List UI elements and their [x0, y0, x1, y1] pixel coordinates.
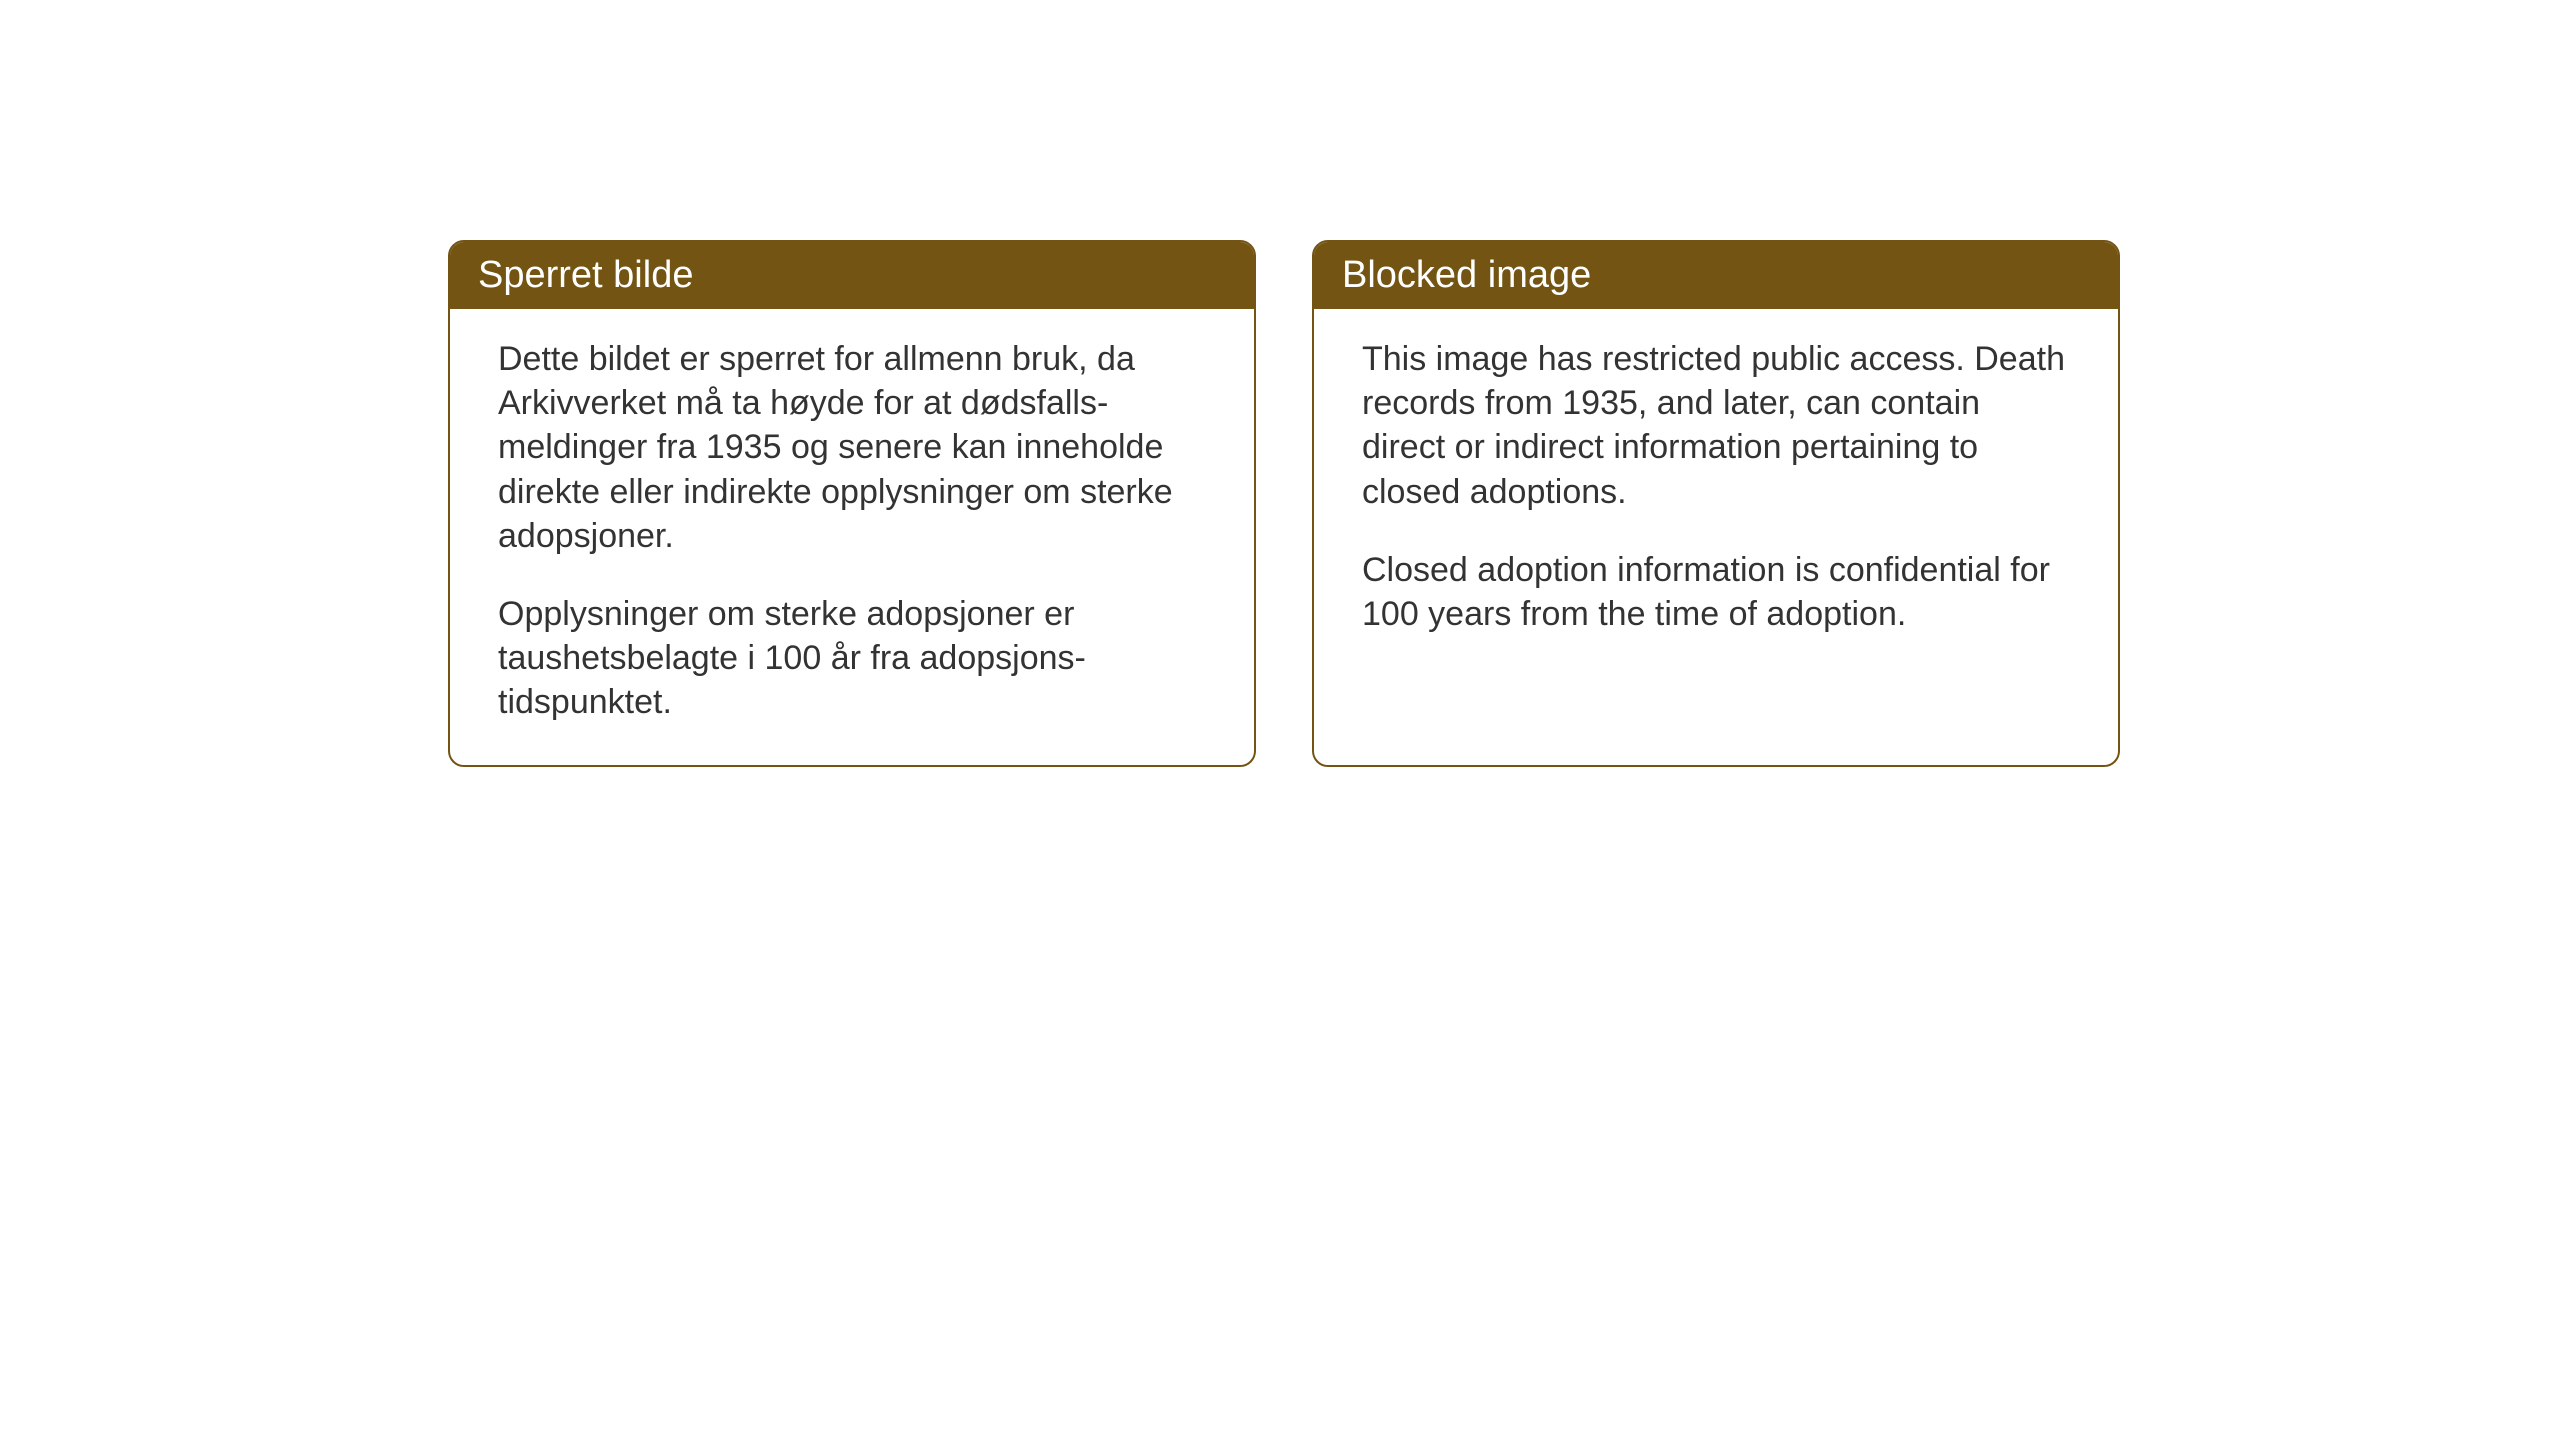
notice-title-norwegian: Sperret bilde	[478, 254, 693, 296]
notice-box-norwegian: Sperret bilde Dette bildet er sperret fo…	[448, 240, 1256, 767]
notice-title-english: Blocked image	[1342, 254, 1591, 296]
notice-body-norwegian: Dette bildet er sperret for allmenn bruk…	[450, 309, 1254, 765]
notice-box-english: Blocked image This image has restricted …	[1312, 240, 2120, 767]
notice-paragraph-2-english: Closed adoption information is confident…	[1362, 548, 2070, 636]
notice-body-english: This image has restricted public access.…	[1314, 309, 2118, 749]
notice-paragraph-1-english: This image has restricted public access.…	[1362, 337, 2070, 514]
notice-header-norwegian: Sperret bilde	[450, 242, 1254, 309]
notice-paragraph-1-norwegian: Dette bildet er sperret for allmenn bruk…	[498, 337, 1206, 558]
notice-header-english: Blocked image	[1314, 242, 2118, 309]
notice-container: Sperret bilde Dette bildet er sperret fo…	[448, 240, 2120, 767]
notice-paragraph-2-norwegian: Opplysninger om sterke adopsjoner er tau…	[498, 592, 1206, 725]
